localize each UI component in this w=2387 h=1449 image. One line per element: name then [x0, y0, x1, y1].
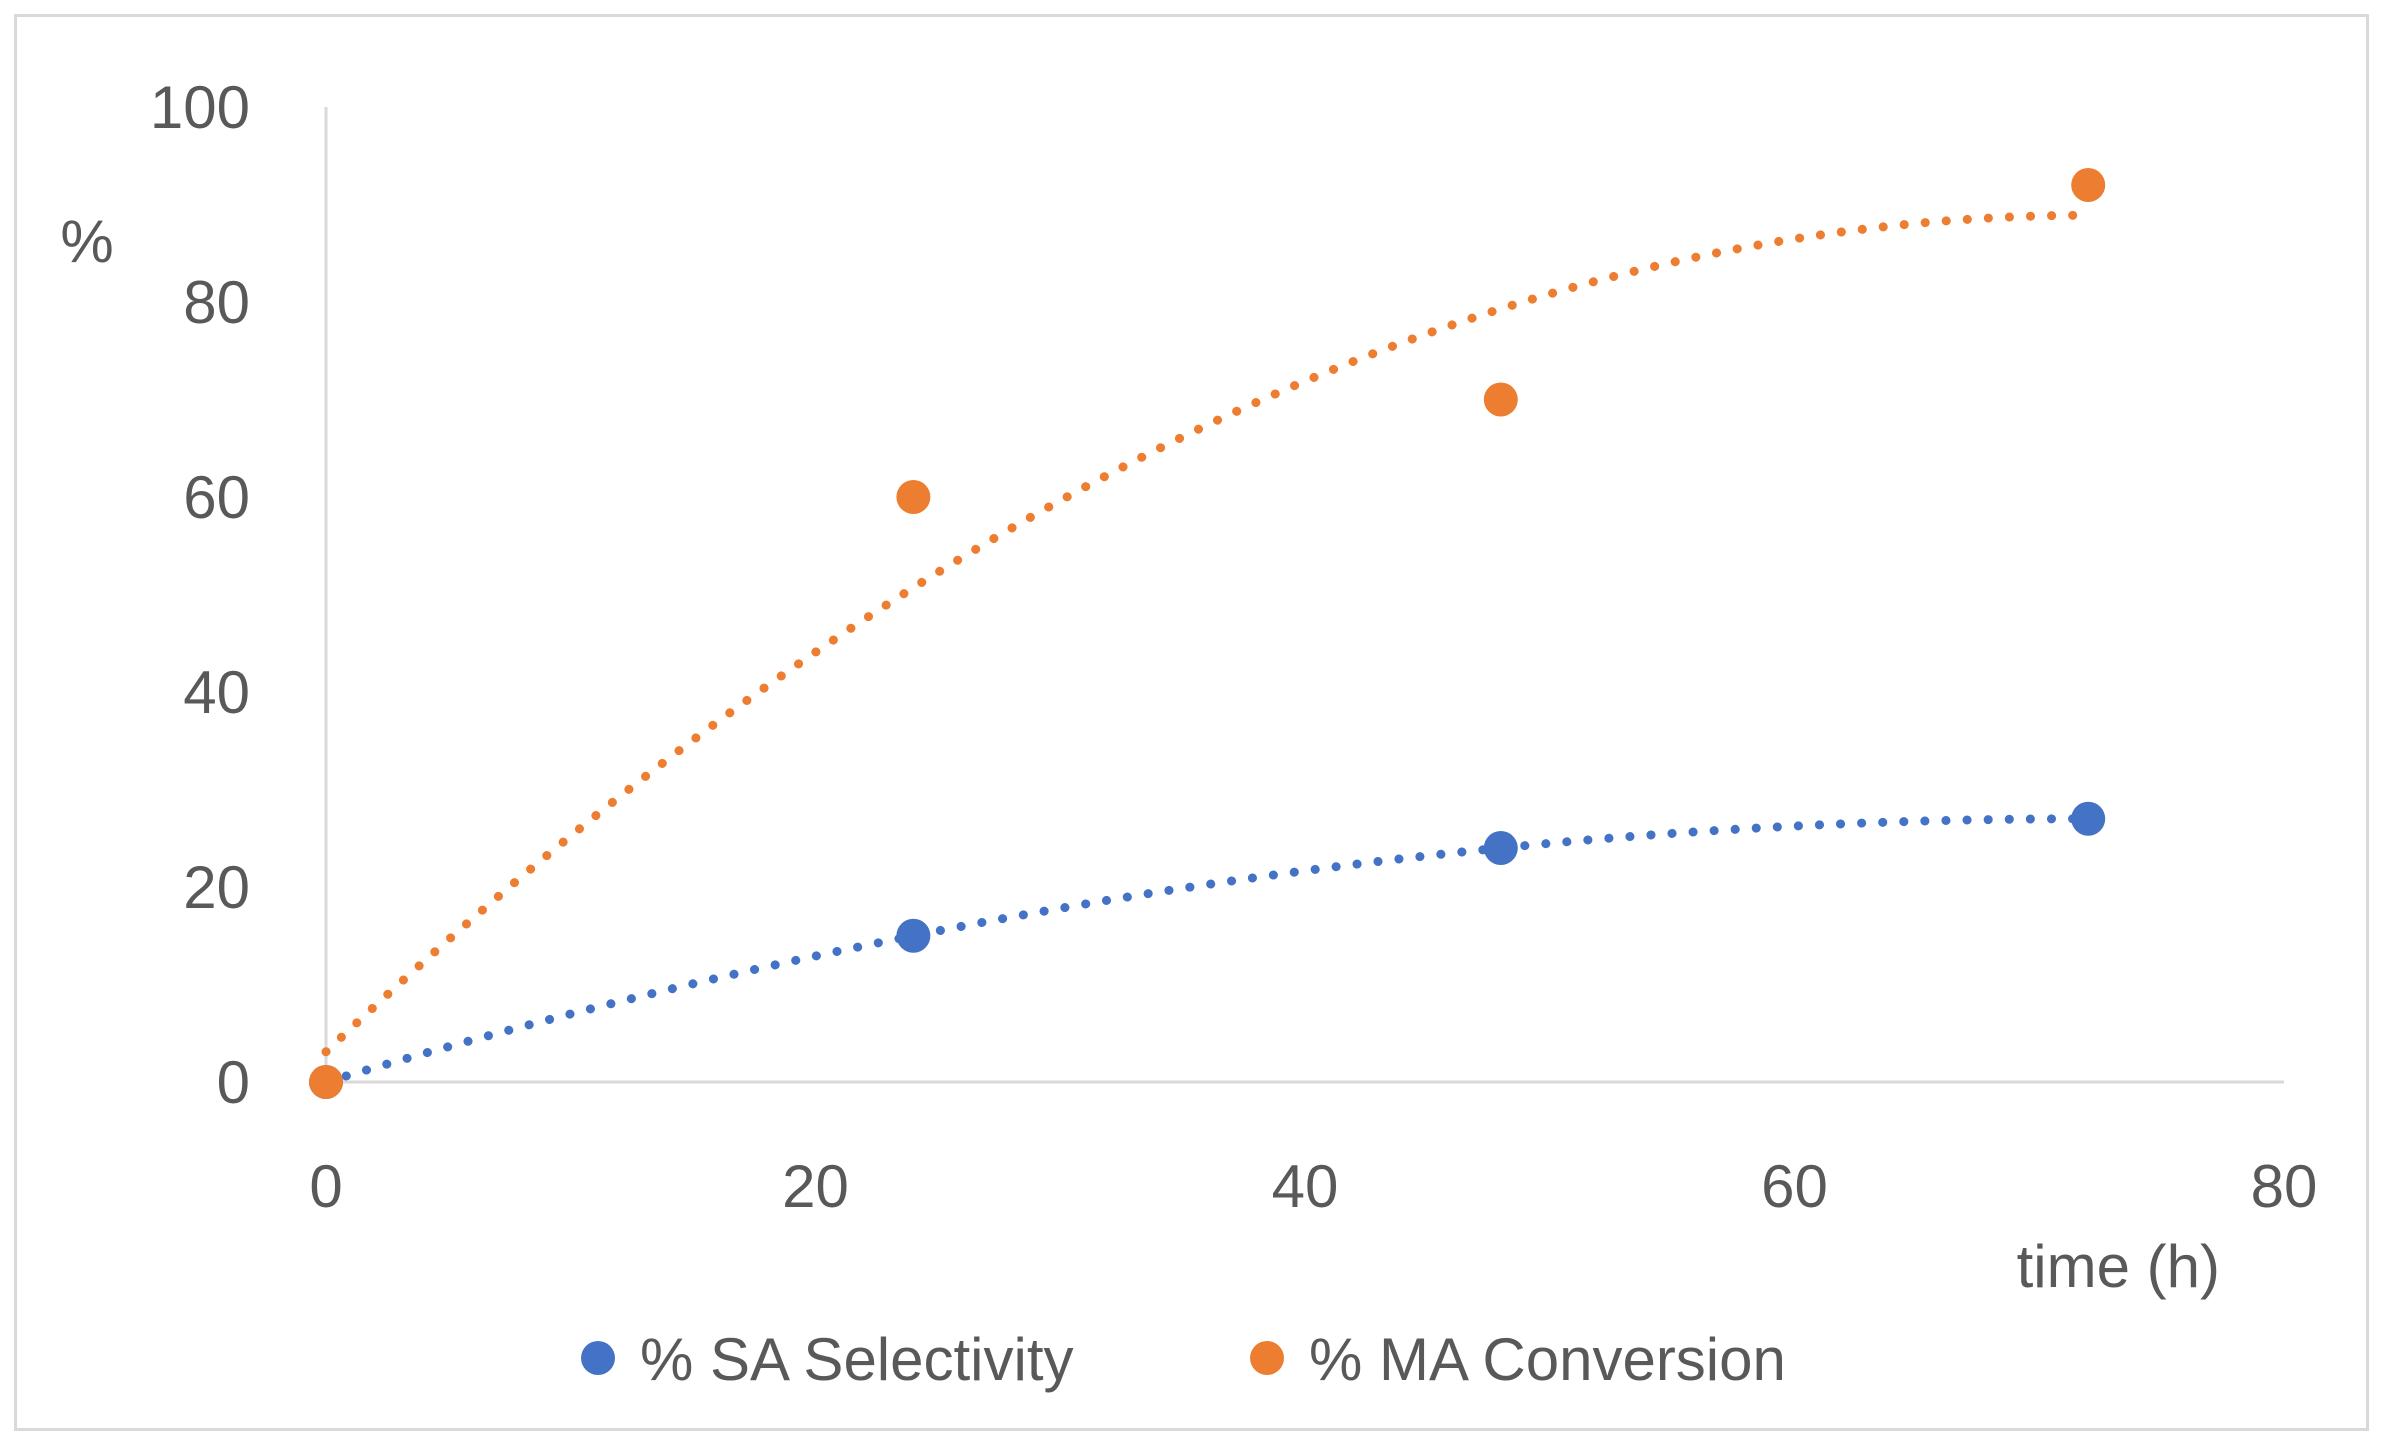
y-tick-label-20: 20: [183, 854, 250, 921]
data-point-ma-conversion-3: [2071, 168, 2106, 202]
x-axis-title: time (h): [2017, 1233, 2220, 1300]
x-tick-label-40: 40: [1272, 1153, 1339, 1220]
y-tick-label-0: 0: [217, 1049, 250, 1116]
y-tick-labels: 0 20 40 60 80 100: [150, 74, 250, 1116]
trendlines: [321, 210, 2093, 1087]
y-tick-label-60: 60: [183, 464, 250, 531]
x-tick-label-20: 20: [782, 1153, 849, 1220]
y-tick-label-80: 80: [183, 269, 250, 336]
legend-label-sa-selectivity: % SA Selectivity: [640, 1326, 1074, 1393]
x-tick-label-60: 60: [1761, 1153, 1828, 1220]
legend-label-ma-conversion: % MA Conversion: [1309, 1326, 1786, 1393]
data-points: [309, 168, 2106, 1099]
x-tick-labels: 0 20 40 60 80: [309, 1153, 2317, 1220]
trendline-ma-conversion: [321, 210, 2093, 1057]
data-point-ma-conversion-1: [896, 480, 931, 514]
chart-frame: [14, 14, 2369, 1431]
legend-marker-ma-conversion: [1250, 1341, 1284, 1375]
data-point-ma-conversion-0: [309, 1065, 343, 1099]
trendline-sa-selectivity: [321, 814, 2093, 1087]
x-tick-label-0: 0: [309, 1153, 342, 1220]
data-point-sa-selectivity-1: [896, 918, 931, 953]
legend-marker-sa-selectivity: [581, 1341, 615, 1375]
data-point-sa-selectivity-3: [2071, 801, 2106, 836]
axes: [324, 107, 2284, 1084]
data-point-sa-selectivity-2: [1483, 831, 1518, 865]
data-point-ma-conversion-2: [1483, 382, 1518, 417]
y-axis-title: %: [60, 208, 113, 275]
y-tick-label-100: 100: [150, 74, 250, 141]
x-tick-label-80: 80: [2251, 1153, 2318, 1220]
y-tick-label-40: 40: [183, 659, 250, 726]
legend: % SA Selectivity % MA Conversion: [581, 1326, 1786, 1393]
